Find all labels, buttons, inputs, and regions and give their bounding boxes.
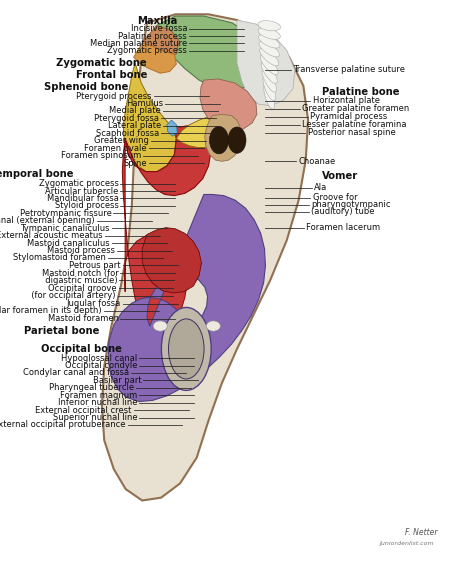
Ellipse shape [228, 127, 246, 153]
Text: Pterygoid fossa: Pterygoid fossa [94, 114, 159, 123]
Polygon shape [237, 20, 295, 106]
Polygon shape [205, 114, 242, 161]
Text: Temporal bone: Temporal bone [0, 169, 73, 180]
Text: Median palatine suture: Median palatine suture [90, 39, 187, 48]
Text: Zygomatic bone: Zygomatic bone [56, 58, 147, 68]
Text: Pyramidal process: Pyramidal process [310, 112, 388, 121]
Ellipse shape [258, 28, 280, 39]
Text: Articular tubercle: Articular tubercle [45, 186, 118, 196]
Polygon shape [142, 228, 201, 293]
Polygon shape [167, 120, 177, 136]
Text: External occipital crest: External occipital crest [36, 406, 132, 415]
Text: Basilar part: Basilar part [92, 376, 141, 385]
Ellipse shape [264, 83, 274, 109]
Text: Occipital condyle: Occipital condyle [65, 361, 137, 370]
Text: Occipital groove: Occipital groove [48, 284, 117, 293]
Text: Vomer: Vomer [322, 170, 358, 181]
Text: Superior nuchal line: Superior nuchal line [53, 413, 137, 422]
Text: Zygomatic process: Zygomatic process [107, 46, 187, 55]
Text: Jugular fossa: Jugular fossa [67, 299, 121, 308]
Text: Greater wing: Greater wing [94, 136, 149, 145]
Polygon shape [176, 116, 237, 148]
Text: Maxilla: Maxilla [137, 15, 178, 26]
Text: (for occipital artery): (for occipital artery) [26, 291, 116, 300]
Text: (jugular foramen in its depth): (jugular foramen in its depth) [0, 306, 102, 315]
Ellipse shape [262, 69, 276, 92]
Text: Greater palatine foramen: Greater palatine foramen [302, 104, 410, 113]
Ellipse shape [153, 321, 167, 331]
Text: Zygomatic process: Zygomatic process [38, 179, 118, 188]
Text: Lateral plate: Lateral plate [108, 121, 161, 130]
Text: Spine: Spine [123, 158, 147, 168]
Text: Mastoid process: Mastoid process [47, 246, 115, 255]
Text: Inferior nuchal line: Inferior nuchal line [58, 398, 137, 407]
Text: External occipital protuberance: External occipital protuberance [0, 420, 126, 430]
Text: Pterygoid process: Pterygoid process [76, 92, 152, 101]
Text: Hamulus: Hamulus [127, 99, 164, 108]
Text: Horizontal plate: Horizontal plate [313, 96, 380, 105]
Polygon shape [156, 16, 263, 92]
Text: Mastoid notch (for: Mastoid notch (for [42, 269, 118, 278]
Text: Foramen spinosum: Foramen spinosum [61, 151, 141, 160]
Ellipse shape [259, 41, 280, 57]
Text: Foramen lacerum: Foramen lacerum [306, 223, 380, 232]
Polygon shape [142, 26, 179, 59]
Text: Posterior nasal spine: Posterior nasal spine [308, 128, 395, 137]
Polygon shape [200, 79, 257, 132]
Ellipse shape [258, 21, 281, 31]
Text: Choanae: Choanae [299, 157, 336, 166]
Ellipse shape [169, 319, 204, 379]
Ellipse shape [161, 308, 211, 390]
Text: Mandibular fossa: Mandibular fossa [46, 194, 118, 203]
Text: Scaphoid fossa: Scaphoid fossa [96, 129, 159, 138]
Text: Parietal bone: Parietal bone [24, 326, 100, 336]
Text: F. Netter: F. Netter [405, 527, 438, 537]
Polygon shape [102, 14, 308, 500]
Text: Juniordenlist.com: Juniordenlist.com [379, 541, 434, 546]
Ellipse shape [260, 48, 279, 66]
Text: Petrous part: Petrous part [69, 261, 121, 270]
Text: Carotid canal (external opening): Carotid canal (external opening) [0, 216, 95, 225]
Text: Foramen magnum: Foramen magnum [60, 391, 137, 400]
Text: Foramen ovale: Foramen ovale [84, 144, 147, 153]
Ellipse shape [206, 321, 220, 331]
Text: Pharyngeal tubercle: Pharyngeal tubercle [49, 383, 134, 392]
Text: Incisive fossa: Incisive fossa [131, 24, 187, 33]
Polygon shape [125, 126, 211, 196]
Ellipse shape [261, 62, 277, 84]
Text: Mastoid foramen: Mastoid foramen [47, 314, 118, 323]
Text: Condylar canal and fossa: Condylar canal and fossa [23, 368, 129, 378]
Text: Sphenoid bone: Sphenoid bone [44, 82, 128, 92]
Text: pharyngotympanic: pharyngotympanic [311, 200, 391, 209]
Ellipse shape [210, 126, 228, 154]
Text: Groove for: Groove for [313, 193, 357, 202]
Text: Mastoid canaliculus: Mastoid canaliculus [27, 239, 110, 248]
Text: Tympanic canaliculus: Tympanic canaliculus [20, 224, 110, 233]
Text: Petrotympanic fissure: Petrotympanic fissure [19, 209, 111, 218]
Text: Occipital bone: Occipital bone [41, 344, 122, 354]
Ellipse shape [260, 55, 278, 75]
Text: Ala: Ala [314, 183, 328, 192]
Polygon shape [134, 43, 176, 73]
Text: External acoustic meatus: External acoustic meatus [0, 231, 103, 240]
Text: Styloid process: Styloid process [55, 201, 118, 210]
Text: Transverse palatine suture: Transverse palatine suture [293, 65, 405, 74]
Ellipse shape [258, 35, 280, 48]
Text: Frontal bone: Frontal bone [75, 70, 147, 80]
Ellipse shape [263, 76, 275, 101]
Text: Palatine process: Palatine process [118, 31, 187, 41]
Text: Lesser palatine foramina: Lesser palatine foramina [302, 120, 407, 129]
Text: digastric muscle): digastric muscle) [40, 276, 118, 285]
Polygon shape [108, 194, 265, 402]
Polygon shape [123, 63, 176, 172]
Text: Palatine bone: Palatine bone [322, 86, 400, 97]
Text: (auditory) tube: (auditory) tube [311, 207, 375, 216]
Text: Hypoglossal canal: Hypoglossal canal [61, 353, 137, 363]
Text: Stylomastoid foramen: Stylomastoid foramen [13, 253, 106, 263]
Polygon shape [122, 138, 187, 331]
Text: Medial plate: Medial plate [109, 106, 161, 116]
